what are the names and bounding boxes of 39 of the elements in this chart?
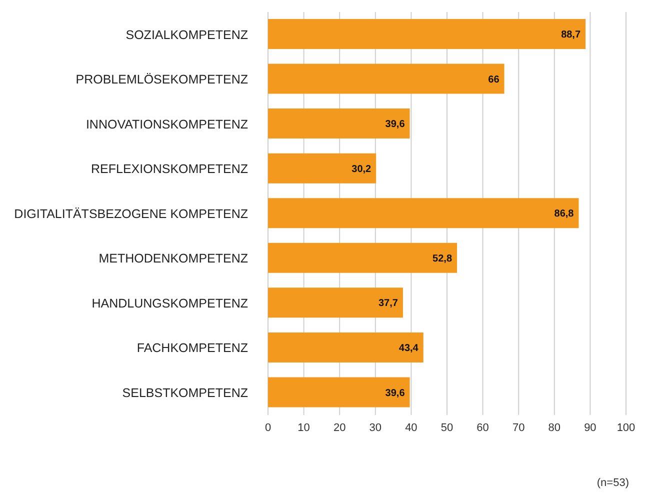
x-tick-label: 30 xyxy=(369,422,382,434)
bar xyxy=(268,198,579,228)
x-tick-label: 90 xyxy=(584,422,596,434)
x-tick-label: 20 xyxy=(333,422,346,434)
x-tick-label: 100 xyxy=(616,422,636,434)
data-label: 43,4 xyxy=(398,342,419,354)
data-label: 88,7 xyxy=(561,30,581,41)
bar xyxy=(268,242,458,273)
data-label: 66 xyxy=(488,74,500,86)
x-tick-label: 10 xyxy=(298,422,310,434)
y-tick-label: SELBSTKOMPETENZ xyxy=(122,386,248,400)
text: (n=53) xyxy=(596,477,629,489)
y-tick-label: INNOVATIONSKOMPETENZ xyxy=(86,117,248,132)
data-label: 39,6 xyxy=(385,119,406,130)
bar xyxy=(268,64,504,94)
data-label: 86,8 xyxy=(554,208,574,220)
bar xyxy=(268,332,424,362)
y-tick-label: HANDLUNGSKOMPETENZ xyxy=(92,296,248,310)
y-tick-label: DIGITALITÄTSBEZOGENE KOMPETENZ xyxy=(14,206,248,221)
bar xyxy=(268,19,586,49)
x-tick-label: 60 xyxy=(476,422,489,434)
x-tick-label: 80 xyxy=(548,422,561,434)
x-tick-label: 40 xyxy=(405,422,418,434)
y-tick-label: FACHKOMPETENZ xyxy=(136,341,248,356)
x-tick-label: 50 xyxy=(440,422,454,434)
bar xyxy=(268,108,410,139)
x-tick-label: 70 xyxy=(512,422,525,434)
y-tick-label: SOZIALKOMPETENZ xyxy=(126,28,248,42)
data-label: 39,6 xyxy=(385,388,406,399)
data-label: 37,7 xyxy=(378,298,398,310)
y-tick-label: PROBLEMLÖSEKOMPETENZ xyxy=(76,72,248,87)
x-tick-label: 0 xyxy=(264,422,272,434)
bar xyxy=(268,377,410,408)
bar xyxy=(268,288,403,318)
data-label: 30,2 xyxy=(352,164,372,175)
y-tick-label: REFLEXIONSKOMPETENZ xyxy=(91,162,248,176)
data-label: 52,8 xyxy=(432,253,452,264)
bar xyxy=(268,153,376,184)
y-tick-label: METHODENKOMPETENZ xyxy=(98,252,248,266)
